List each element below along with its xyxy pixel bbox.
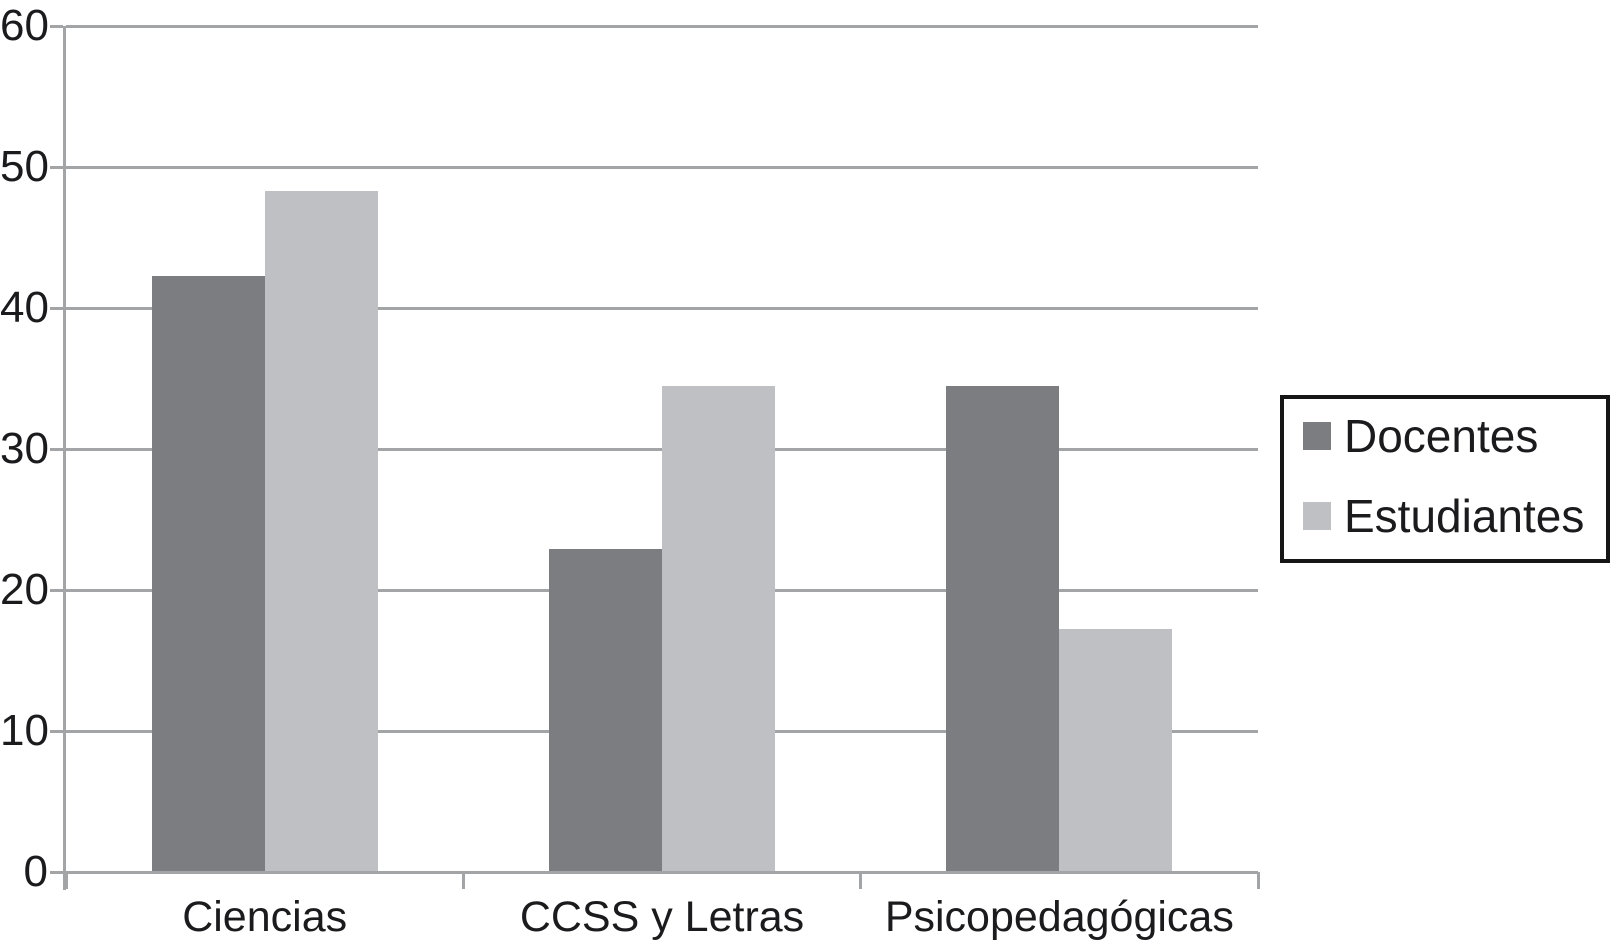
x-category-label-3: Psicopedagógicas [884, 893, 1234, 941]
x-tick-1 [461, 872, 465, 889]
y-tick-label-0: 0 [23, 847, 48, 896]
legend: Docentes Estudiantes [1280, 395, 1610, 563]
gridline-60 [66, 24, 1258, 28]
bar-docentes-1 [151, 275, 265, 872]
x-tick-0 [64, 872, 68, 889]
bar-estudiantes-1 [264, 190, 378, 872]
legend-label-estudiantes: Estudiantes [1344, 490, 1585, 542]
y-tick-label-40: 40 [0, 283, 49, 332]
y-tick-30 [50, 447, 63, 451]
y-tick-20 [50, 588, 63, 592]
bar-docentes-2 [549, 549, 662, 872]
estudiantes-swatch-icon [1303, 502, 1331, 530]
bar-estudiantes-2 [662, 385, 775, 872]
x-tick-2 [859, 872, 863, 889]
gridline-0 [66, 870, 1258, 874]
bar-estudiantes-3 [1059, 629, 1173, 872]
plot-area: Ciencias CCSS y Letras Psicopedagógicas [50, 24, 1260, 939]
x-tick-3 [1256, 872, 1260, 889]
y-tick-50 [50, 165, 63, 169]
y-tick-label-50: 50 [0, 142, 49, 191]
y-tick-40 [50, 306, 63, 310]
legend-item-estudiantes: Estudiantes [1303, 493, 1606, 539]
legend-label-docentes: Docentes [1344, 410, 1539, 462]
y-tick-label-30: 30 [0, 424, 49, 473]
y-axis-tick-labels: 0 10 20 30 40 50 60 [0, 0, 49, 948]
y-tick-label-60: 60 [0, 1, 49, 50]
legend-item-docentes: Docentes [1303, 413, 1606, 459]
y-tick-label-20: 20 [0, 565, 49, 614]
docentes-swatch-icon [1303, 422, 1331, 450]
y-axis-line [63, 26, 66, 890]
bar-docentes-3 [946, 385, 1060, 872]
y-tick-10 [50, 729, 63, 733]
x-category-label-1: Ciencias [182, 893, 348, 941]
y-tick-label-10: 10 [0, 706, 49, 755]
x-category-label-2: CCSS y Letras [519, 893, 805, 941]
gridline-40 [66, 306, 1258, 310]
y-tick-0 [50, 870, 63, 874]
y-tick-60 [50, 24, 63, 28]
gridline-50 [66, 165, 1258, 169]
